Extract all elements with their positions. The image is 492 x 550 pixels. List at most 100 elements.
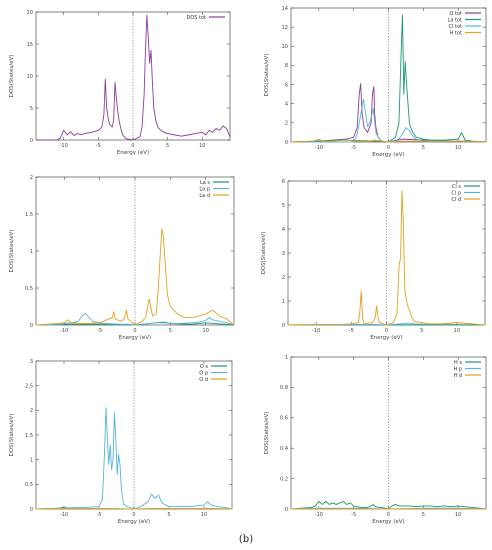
y-tick-label: 1 bbox=[30, 249, 33, 255]
y-tick-label: 3 bbox=[282, 251, 285, 257]
x-tick-label: 10 bbox=[203, 328, 209, 334]
legend-entry-label: Cl p bbox=[451, 190, 461, 196]
x-tick-label: -5 bbox=[349, 328, 354, 334]
legend-entry-label: La s bbox=[200, 180, 210, 186]
series-line-h-tot bbox=[290, 138, 487, 143]
y-tick-label: 2 bbox=[285, 121, 288, 127]
dos-panel-1: -10 -5 0 5 10 0 5 10 15 20 Energy (eV) DOS(States/e… bbox=[9, 10, 231, 156]
y-tick-label: 0.8 bbox=[280, 385, 288, 391]
y-tick-label: 1 bbox=[285, 355, 288, 361]
y-axis-label: DOS(States/eV) bbox=[9, 414, 15, 457]
y-tick-label: 1.5 bbox=[25, 212, 33, 218]
x-tick-label: -10 bbox=[60, 328, 68, 334]
legend-entry-label: DOS tot bbox=[186, 15, 206, 21]
legend-entry-label: Cl s bbox=[452, 184, 461, 190]
y-tick-label: 0 bbox=[285, 507, 288, 513]
legend-entry-label: O p bbox=[199, 370, 208, 376]
x-tick-label: 5 bbox=[422, 145, 425, 151]
y-tick-label: 2 bbox=[30, 175, 33, 181]
y-axis-label: DOS(States/eV) bbox=[261, 232, 267, 275]
x-tick-label: 10 bbox=[454, 328, 460, 334]
series-line-la-p bbox=[36, 312, 235, 326]
x-tick-label: 0 bbox=[385, 328, 388, 334]
x-tick-label: -5 bbox=[351, 145, 356, 151]
figure-caption: (b) bbox=[238, 534, 254, 545]
x-tick-label: 0 bbox=[132, 512, 135, 518]
y-tick-label: 0 bbox=[30, 138, 33, 144]
dos-panel-3: -10 -5 0 5 10 0 0.5 1 1.5 2 Energy (eV) DOS(States/… bbox=[9, 175, 235, 341]
x-tick-label: 10 bbox=[455, 512, 461, 518]
series-line-cl-tot bbox=[291, 98, 487, 143]
y-tick-label: 2 bbox=[282, 275, 285, 281]
x-tick-label: -10 bbox=[312, 328, 320, 334]
legend-entry-label: Cl d bbox=[451, 197, 461, 203]
plot-frame bbox=[35, 11, 231, 141]
legend-entry-label: H tot bbox=[450, 30, 462, 36]
legend-entry-label: H s bbox=[454, 360, 462, 366]
legend-entry-label: O d bbox=[199, 377, 208, 383]
x-tick-label: 5 bbox=[167, 512, 170, 518]
y-tick-label: 3 bbox=[30, 359, 33, 365]
series-line-cl-d bbox=[287, 190, 486, 326]
y-tick-label: 14 bbox=[282, 6, 288, 12]
legend-entry-label: H p bbox=[453, 366, 462, 372]
y-tick-label: 15 bbox=[27, 42, 33, 48]
x-tick-label: 0 bbox=[133, 328, 136, 334]
x-axis-label: Energy (eV) bbox=[119, 335, 151, 341]
y-tick-label: 0 bbox=[285, 140, 288, 146]
x-axis-label: Energy (eV) bbox=[372, 519, 404, 525]
dos-panel-6: -10 -5 0 5 10 0 0.2 0.4 0.6 0.8 1 Energy (eV) DOS(St… bbox=[264, 355, 487, 525]
x-tick-label: 10 bbox=[199, 143, 205, 149]
x-tick-label: 10 bbox=[455, 145, 461, 151]
legend-entry-label: La p bbox=[199, 186, 210, 192]
y-tick-label: 0.5 bbox=[25, 286, 33, 292]
series-line-o-p bbox=[35, 407, 233, 510]
x-tick-label: -5 bbox=[97, 512, 102, 518]
legend-entry-label: La d bbox=[199, 193, 210, 199]
y-tick-label: 5 bbox=[282, 203, 285, 209]
y-tick-label: 6 bbox=[285, 82, 288, 88]
x-axis-label: Energy (eV) bbox=[118, 519, 150, 525]
y-tick-label: 1.5 bbox=[25, 433, 33, 439]
y-tick-label: 1 bbox=[30, 457, 33, 463]
y-tick-label: 0.6 bbox=[280, 416, 288, 422]
dos-panel-5: -10 -5 0 5 10 0 0.5 1 1.5 2 2.5 3 Energy (eV) DOS(Sta… bbox=[9, 359, 233, 525]
series-line-dos-tot bbox=[36, 14, 231, 141]
x-tick-label: 5 bbox=[422, 512, 425, 518]
y-tick-label: 4 bbox=[282, 227, 285, 233]
y-tick-label: 8 bbox=[285, 63, 288, 69]
y-tick-label: 10 bbox=[27, 74, 33, 80]
y-tick-label: 1 bbox=[282, 299, 285, 305]
y-tick-label: 2.5 bbox=[25, 383, 33, 389]
legend-entry-label: Cl tot bbox=[449, 24, 462, 30]
legend-entry-label: O s bbox=[200, 364, 209, 370]
y-axis-label: DOS(States/eV) bbox=[264, 412, 270, 455]
y-tick-label: 5 bbox=[30, 106, 33, 112]
y-axis-label: DOS(States/eV) bbox=[9, 230, 15, 273]
x-tick-label: -5 bbox=[351, 512, 356, 518]
y-tick-label: 20 bbox=[27, 10, 33, 16]
x-tick-label: 5 bbox=[169, 328, 172, 334]
x-tick-label: -10 bbox=[315, 145, 323, 151]
y-tick-label: 0.2 bbox=[280, 476, 288, 482]
x-axis-label: Energy (eV) bbox=[370, 335, 402, 341]
y-axis-label: DOS(States/eV) bbox=[264, 54, 270, 97]
x-tick-label: 0 bbox=[387, 512, 390, 518]
x-axis-label: Energy (eV) bbox=[372, 152, 404, 158]
y-tick-label: 0 bbox=[30, 507, 33, 513]
y-tick-label: 0.5 bbox=[25, 482, 33, 488]
series-line-la-d bbox=[35, 228, 235, 326]
legend-entry-label: La tot bbox=[448, 17, 462, 23]
dos-panel-2: -10 -5 0 5 10 0 2 4 6 8 10 12 14 Energy (eV) DOS(State… bbox=[264, 6, 487, 158]
y-tick-label: 10 bbox=[282, 44, 288, 50]
y-tick-label: 0.4 bbox=[280, 446, 288, 452]
y-tick-label: 6 bbox=[282, 179, 285, 185]
legend-entry-label: O tot bbox=[449, 11, 462, 17]
x-tick-label: 0 bbox=[131, 143, 134, 149]
x-tick-label: -5 bbox=[96, 143, 101, 149]
x-tick-label: 0 bbox=[387, 145, 390, 151]
y-tick-label: 0 bbox=[282, 323, 285, 329]
x-tick-label: -10 bbox=[60, 143, 68, 149]
y-tick-label: 2 bbox=[30, 408, 33, 414]
